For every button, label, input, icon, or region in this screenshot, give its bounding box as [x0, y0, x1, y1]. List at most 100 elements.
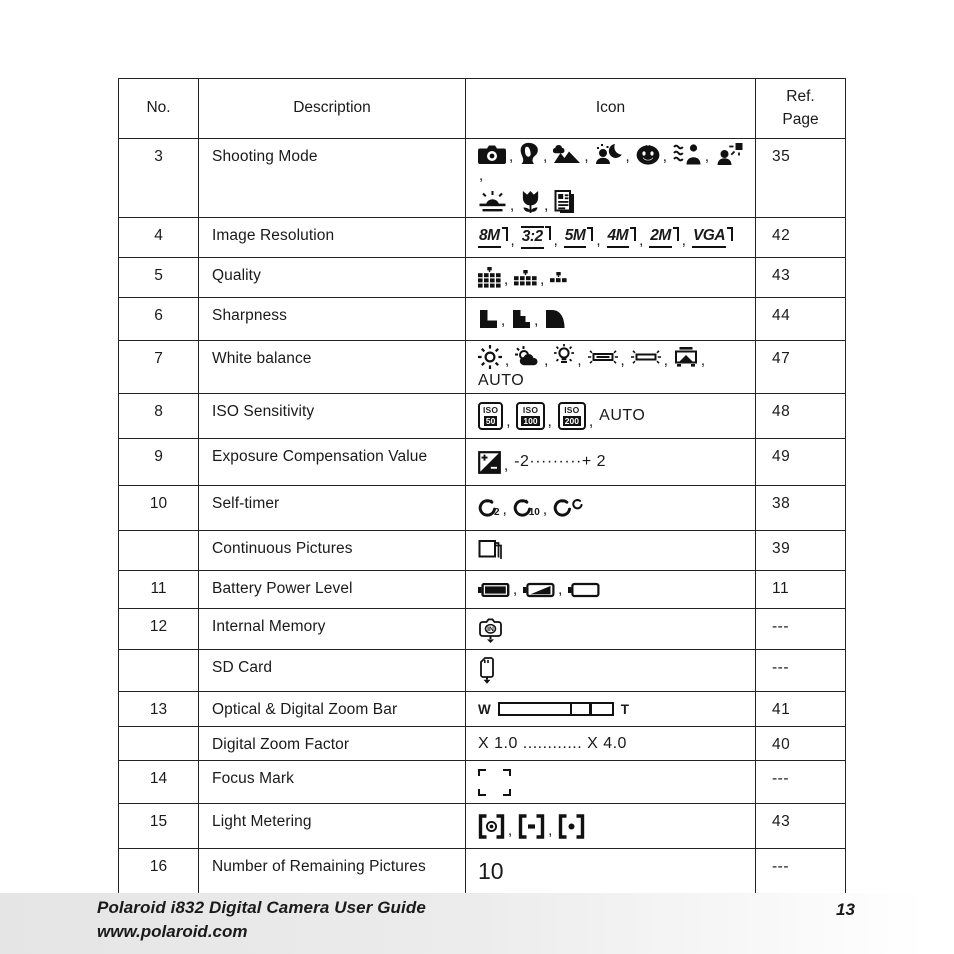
- svg-text:IN: IN: [487, 626, 494, 633]
- comma-separator: ,: [543, 148, 548, 165]
- resolution-bracket: [727, 227, 734, 242]
- ref-header-line2: Page: [782, 110, 819, 128]
- resolution-label: VGA: [691, 227, 727, 248]
- portrait-icon: [519, 142, 540, 165]
- cell-ref-page: ---: [755, 608, 846, 650]
- sharpness-hard-icon: [478, 309, 498, 329]
- cell-ref-page: 40: [755, 726, 846, 761]
- icon-group: IN: [478, 616, 749, 643]
- comma-separator: ,: [681, 231, 686, 249]
- cell-icon: [465, 530, 756, 571]
- comma-separator: ,: [620, 352, 625, 369]
- comma-separator: ,: [584, 148, 589, 165]
- cell-icon: ,,: [465, 297, 756, 341]
- cell-icon: IN: [465, 608, 756, 650]
- cell-ref-page: 41: [755, 691, 846, 727]
- table-row: 5 Quality,, 43: [118, 257, 846, 298]
- macro-flower-icon: [520, 190, 541, 214]
- comma-separator: ,: [577, 352, 582, 369]
- metering-center-icon: [518, 813, 545, 839]
- iso-badge: ISO 100: [516, 402, 545, 430]
- comma-separator: ,: [479, 167, 484, 184]
- comma-separator: ,: [542, 500, 548, 518]
- comma-separator: ,: [534, 312, 539, 329]
- ref-header-line1: Ref.: [786, 88, 815, 106]
- resolution-label: 2M: [649, 227, 672, 248]
- icon-group: ,,: [478, 309, 749, 329]
- resolution-badge: 8M: [478, 227, 508, 248]
- cell-description: Shooting Mode: [198, 138, 466, 218]
- comma-separator: ,: [501, 312, 506, 329]
- quality-superfine-icon: [478, 267, 501, 288]
- timer-seconds: 2: [494, 506, 500, 518]
- cell-icon: 10: [465, 848, 756, 894]
- cell-description: Exposure Compensation Value: [198, 438, 466, 486]
- comma-separator: ,: [639, 231, 644, 249]
- cell-ref-page: 38: [755, 485, 846, 531]
- cell-ref-page: 44: [755, 297, 846, 341]
- cell-ref-page: 49: [755, 438, 846, 486]
- comma-separator: ,: [540, 271, 545, 288]
- cell-icon: ISO 50, ISO 100, ISO 200, AUTO: [465, 393, 756, 439]
- cell-icon: , -2·········+ 2: [465, 438, 756, 486]
- resolution-bracket: [501, 227, 508, 242]
- iso-label: ISO: [483, 405, 499, 415]
- col-header-description: Description: [198, 78, 466, 139]
- iso-label: ISO: [564, 405, 580, 415]
- icon-group: ,,: [478, 582, 749, 598]
- resolution-label: 8M: [478, 227, 501, 248]
- self-timer-icon: 2: [478, 498, 500, 518]
- cell-description: Self-timer: [198, 485, 466, 531]
- resolution-badge: 5M: [563, 227, 594, 248]
- table-row: SD Card ---: [118, 649, 846, 692]
- table-row: 12 Internal Memory IN ---: [118, 608, 846, 650]
- cell-no: 8: [118, 393, 199, 439]
- col-header-icon: Icon: [465, 78, 756, 139]
- cell-ref-page: ---: [755, 649, 846, 692]
- comma-separator: ,: [513, 580, 518, 598]
- comma-separator: ,: [553, 231, 558, 249]
- cell-no: 3: [118, 138, 199, 218]
- battery-empty-icon: [568, 582, 600, 598]
- comma-separator: ,: [505, 352, 510, 369]
- cell-description: Quality: [198, 257, 466, 298]
- double-timer-icon: [553, 498, 583, 518]
- comma-separator: ,: [509, 148, 514, 165]
- cell-no: 14: [118, 760, 199, 804]
- icon-group: ,,,,,,,,,: [478, 142, 749, 214]
- self-timer-icon: 10: [513, 498, 540, 518]
- cell-ref-page: ---: [755, 760, 846, 804]
- cell-no: 15: [118, 803, 199, 849]
- cell-icon: 2, 10,: [465, 485, 756, 531]
- resolution-bracket: [544, 226, 551, 241]
- comma-separator: ,: [558, 580, 563, 598]
- cell-no: 5: [118, 257, 199, 298]
- table-row: 6 Sharpness,, 44: [118, 297, 846, 341]
- cell-description: SD Card: [198, 649, 466, 692]
- cell-no: 12: [118, 608, 199, 650]
- cell-no: 10: [118, 485, 199, 531]
- exposure-compensation-icon: [478, 450, 501, 474]
- icon-reference-table: No. Description Icon Ref. Page 3 Shooting…: [118, 78, 846, 894]
- table-row: 9 Exposure Compensation Value, -2·········…: [118, 438, 846, 486]
- zoom-bar-track: [497, 702, 614, 716]
- table-row: 14 Focus Mark ---: [118, 760, 846, 804]
- cell-description: Number of Remaining Pictures: [198, 848, 466, 894]
- table-row: 11 Battery Power Level,, 11: [118, 570, 846, 609]
- cell-no: [118, 726, 199, 761]
- table-row: 7 White balance,,,,,, AUTO 47: [118, 340, 846, 394]
- timer-seconds: 10: [528, 506, 540, 518]
- icon-group: , -2·········+ 2: [478, 450, 749, 474]
- metering-matrix-icon: [478, 813, 505, 839]
- remaining-pictures-count: 10: [478, 857, 504, 884]
- sharpness-soft-icon: [544, 309, 565, 329]
- table-header-row: No. Description Icon Ref. Page: [118, 78, 846, 139]
- table-row: 4 Image Resolution 8M, 3:2, 5M, 4M, 2M, VGA 42: [118, 217, 846, 258]
- comma-separator: ,: [504, 456, 509, 474]
- resolution-badge: 3:2: [520, 226, 551, 249]
- cell-no: [118, 530, 199, 571]
